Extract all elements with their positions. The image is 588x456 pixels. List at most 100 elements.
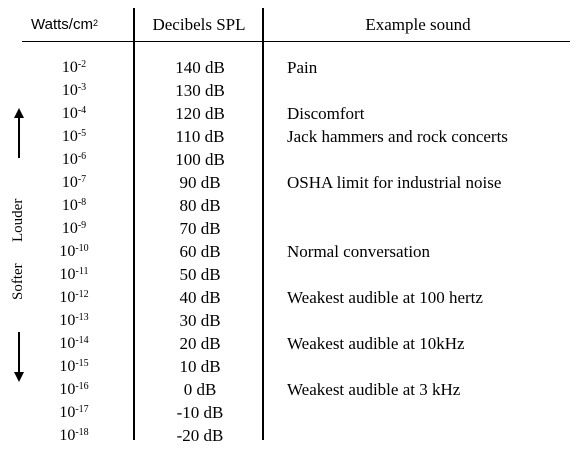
watts-cell: 10-7 [44, 171, 104, 194]
watts-base: 10 [59, 404, 75, 421]
decibel-cell: 60 dB [150, 240, 250, 263]
table-row: 10-15 10 dB [0, 355, 588, 378]
example-cell: Discomfort [287, 102, 364, 125]
watts-exponent: -4 [78, 105, 86, 116]
decibel-cell: 10 dB [150, 355, 250, 378]
decibel-cell: 90 dB [150, 171, 250, 194]
decibel-cell: 50 dB [150, 263, 250, 286]
watts-exponent: -3 [78, 82, 86, 93]
decibel-cell: -10 dB [150, 401, 250, 424]
watts-base: 10 [62, 151, 78, 168]
watts-exponent: -17 [75, 404, 88, 415]
watts-base: 10 [62, 220, 78, 237]
watts-cell: 10-15 [44, 355, 104, 378]
header-example: Example sound [268, 16, 568, 34]
table-row: 10-14 20 dB Weakest audible at 10kHz [0, 332, 588, 355]
decibel-cell: 40 dB [150, 286, 250, 309]
watts-cell: 10-14 [44, 332, 104, 355]
watts-base: 10 [62, 197, 78, 214]
example-cell: Pain [287, 56, 317, 79]
decibel-cell: 140 dB [150, 56, 250, 79]
watts-base: 10 [59, 289, 75, 306]
table-row: 10-17 -10 dB [0, 401, 588, 424]
watts-exponent: -14 [75, 335, 88, 346]
table-body: 10-2 140 dB Pain 10-3 130 dB 10-4 120 dB Discom… [0, 56, 588, 447]
table-row: 10-2 140 dB Pain [0, 56, 588, 79]
watts-base: 10 [62, 59, 78, 76]
decibel-cell: 0 dB [150, 378, 250, 401]
example-cell: Weakest audible at 10kHz [287, 332, 465, 355]
table-row: 10-3 130 dB [0, 79, 588, 102]
watts-cell: 10-18 [44, 424, 104, 447]
watts-exponent: -15 [75, 358, 88, 369]
decibel-cell: 110 dB [150, 125, 250, 148]
watts-base: 10 [62, 82, 78, 99]
watts-base: 10 [59, 381, 75, 398]
example-cell: OSHA limit for industrial noise [287, 171, 501, 194]
header-watts-base: Watts/cm [31, 16, 93, 33]
table-row: 10-10 60 dB Normal conversation [0, 240, 588, 263]
watts-exponent: -7 [78, 174, 86, 185]
watts-exponent: -6 [78, 151, 86, 162]
decibel-cell: 30 dB [150, 309, 250, 332]
watts-base: 10 [62, 174, 78, 191]
watts-base: 10 [62, 105, 78, 122]
watts-exponent: -12 [75, 289, 88, 300]
table-row: 10-18 -20 dB [0, 424, 588, 447]
header-watts-exponent: 2 [93, 18, 98, 28]
watts-exponent: -18 [75, 427, 88, 438]
decibel-cell: 70 dB [150, 217, 250, 240]
example-cell: Normal conversation [287, 240, 430, 263]
example-cell: Jack hammers and rock concerts [287, 125, 508, 148]
watts-base: 10 [60, 266, 76, 283]
watts-cell: 10-9 [44, 217, 104, 240]
decibel-cell: 20 dB [150, 332, 250, 355]
watts-cell: 10-4 [44, 102, 104, 125]
watts-exponent: -13 [75, 312, 88, 323]
watts-exponent: -8 [78, 197, 86, 208]
table-row: 10-11 50 dB [0, 263, 588, 286]
decibel-cell: -20 dB [150, 424, 250, 447]
table-row: 10-16 0 dB Weakest audible at 3 kHz [0, 378, 588, 401]
decibel-cell: 80 dB [150, 194, 250, 217]
table-row: 10-9 70 dB [0, 217, 588, 240]
example-cell: Weakest audible at 3 kHz [287, 378, 460, 401]
watts-exponent: -2 [78, 59, 86, 70]
watts-cell: 10-16 [44, 378, 104, 401]
table-row: 10-4 120 dB Discomfort [0, 102, 588, 125]
header-watts: Watts/cm2 [31, 16, 98, 34]
decibel-cell: 120 dB [150, 102, 250, 125]
watts-cell: 10-3 [44, 79, 104, 102]
header-divider [22, 41, 570, 42]
watts-base: 10 [59, 335, 75, 352]
watts-cell: 10-8 [44, 194, 104, 217]
example-cell: Weakest audible at 100 hertz [287, 286, 483, 309]
watts-base: 10 [59, 427, 75, 444]
watts-base: 10 [59, 243, 75, 260]
table-row: 10-6 100 dB [0, 148, 588, 171]
decibel-cell: 130 dB [150, 79, 250, 102]
watts-base: 10 [62, 128, 78, 145]
watts-exponent: -9 [78, 220, 86, 231]
watts-base: 10 [59, 312, 75, 329]
watts-cell: 10-11 [44, 263, 104, 286]
decibel-cell: 100 dB [150, 148, 250, 171]
watts-cell: 10-6 [44, 148, 104, 171]
watts-exponent: -5 [78, 128, 86, 139]
watts-cell: 10-10 [44, 240, 104, 263]
watts-exponent: -11 [76, 266, 89, 277]
table-row: 10-13 30 dB [0, 309, 588, 332]
table-row: 10-5 110 dB Jack hammers and rock concerts [0, 125, 588, 148]
watts-cell: 10-2 [44, 56, 104, 79]
watts-cell: 10-12 [44, 286, 104, 309]
watts-cell: 10-5 [44, 125, 104, 148]
table-row: 10-7 90 dB OSHA limit for industrial noise [0, 171, 588, 194]
table-row: 10-8 80 dB [0, 194, 588, 217]
watts-cell: 10-13 [44, 309, 104, 332]
watts-exponent: -10 [75, 243, 88, 254]
header-decibels: Decibels SPL [144, 16, 254, 34]
watts-base: 10 [59, 358, 75, 375]
table-row: 10-12 40 dB Weakest audible at 100 hertz [0, 286, 588, 309]
watts-cell: 10-17 [44, 401, 104, 424]
watts-exponent: -16 [75, 381, 88, 392]
